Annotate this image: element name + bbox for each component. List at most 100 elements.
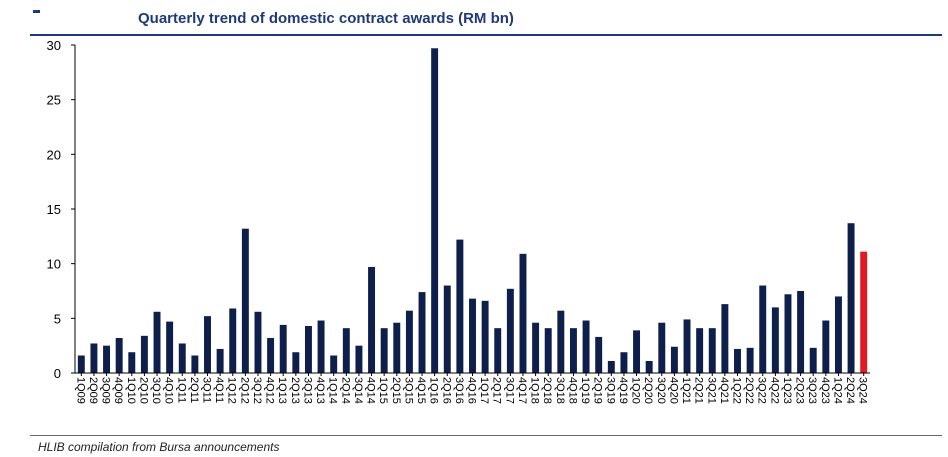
x-tick-label: 4Q14 — [365, 377, 377, 404]
x-tick-label: 1Q19 — [579, 377, 591, 404]
x-tick-label: 2Q09 — [87, 377, 99, 404]
bar-3Q20 — [658, 322, 666, 373]
bar-4Q21 — [721, 304, 729, 373]
x-tick-label: 3Q10 — [150, 377, 162, 404]
y-tick-label: 5 — [54, 311, 61, 326]
bar-1Q22 — [734, 348, 741, 373]
bar-1Q24 — [834, 296, 842, 373]
x-tick-label: 1Q21 — [680, 377, 692, 404]
x-tick-label: 2Q19 — [592, 377, 604, 404]
bar-3Q14 — [355, 345, 363, 373]
x-tick-label: 4Q21 — [718, 377, 730, 404]
bar-4Q15 — [418, 292, 426, 373]
y-tick-label: 25 — [47, 93, 61, 108]
bar-1Q17 — [481, 300, 489, 373]
bar-1Q13 — [279, 324, 287, 373]
bar-4Q18 — [569, 328, 577, 373]
title-divider — [30, 34, 942, 36]
bar-4Q14 — [368, 266, 376, 373]
bar-4Q09 — [115, 338, 123, 373]
bar-3Q24 — [860, 251, 868, 373]
y-tick-label: 30 — [47, 38, 61, 53]
bar-3Q16 — [456, 239, 464, 373]
x-tick-label: 2Q23 — [794, 377, 806, 404]
x-tick-label: 2Q16 — [440, 377, 452, 404]
bar-2Q09 — [90, 343, 98, 373]
x-tick-label: 4Q20 — [667, 377, 679, 404]
x-tick-label: 3Q12 — [251, 377, 263, 404]
bar-2Q15 — [393, 322, 401, 373]
x-tick-label: 3Q24 — [857, 377, 869, 404]
x-tick-label: 2Q21 — [693, 377, 705, 404]
x-tick-label: 2Q12 — [238, 377, 250, 404]
x-tick-label: 1Q22 — [731, 377, 743, 404]
bar-1Q18 — [532, 322, 540, 373]
bar-2Q24 — [847, 223, 855, 373]
chart-title: Quarterly trend of domestic contract awa… — [138, 10, 514, 27]
bar-2Q17 — [494, 328, 502, 373]
x-tick-label: 4Q23 — [819, 377, 831, 404]
bar-2Q23 — [797, 291, 805, 373]
x-tick-label: 4Q09 — [112, 377, 124, 404]
x-tick-label: 1Q23 — [781, 377, 793, 404]
x-tick-label: 1Q20 — [630, 377, 642, 404]
bar-4Q23 — [822, 320, 830, 373]
x-tick-label: 3Q19 — [604, 377, 616, 404]
bar-3Q10 — [153, 311, 161, 373]
x-tick-label: 2Q17 — [491, 377, 503, 404]
y-tick-label: 20 — [47, 147, 61, 162]
x-axis: 1Q09 2Q09 3Q09 4Q09 1Q10 2Q10 3Q10 4Q10 1Q11 2Q11… — [74, 372, 870, 404]
x-tick-label: 1Q17 — [478, 377, 490, 404]
footer-divider — [30, 435, 942, 436]
x-tick-label: 3Q13 — [301, 377, 313, 404]
x-tick-label: 2Q14 — [339, 377, 351, 404]
bar-2Q14 — [342, 328, 350, 373]
bar-1Q23 — [784, 294, 792, 373]
bar-3Q13 — [304, 325, 312, 373]
bar-3Q09 — [103, 345, 111, 373]
x-tick-label: 3Q23 — [806, 377, 818, 404]
bar-3Q17 — [506, 288, 514, 373]
x-tick-label: 2Q24 — [844, 377, 856, 404]
bar-1Q21 — [683, 319, 691, 373]
bar-2Q13 — [292, 352, 300, 373]
bar-1Q19 — [582, 320, 590, 373]
bar-2Q21 — [696, 328, 704, 373]
x-tick-label: 3Q20 — [655, 377, 667, 404]
bar-2Q22 — [746, 347, 754, 373]
bar-2Q19 — [595, 336, 603, 373]
bar-4Q22 — [771, 307, 779, 373]
bar-1Q10 — [128, 352, 136, 373]
x-tick-label: 4Q22 — [768, 377, 780, 404]
x-tick-label: 3Q18 — [554, 377, 566, 404]
x-tick-label: 2Q10 — [137, 377, 149, 404]
bar-4Q11 — [216, 348, 224, 373]
x-tick-label: 3Q17 — [503, 377, 515, 404]
bar-3Q21 — [708, 328, 716, 373]
x-tick-label: 3Q21 — [705, 377, 717, 404]
x-tick-label: 1Q13 — [276, 377, 288, 404]
bar-1Q15 — [380, 328, 388, 373]
bar-4Q20 — [670, 346, 678, 373]
x-tick-label: 1Q12 — [226, 377, 238, 404]
x-tick-label: 1Q16 — [428, 377, 440, 404]
bar-4Q19 — [620, 352, 628, 373]
x-tick-label: 2Q20 — [642, 377, 654, 404]
y-tick-label: 15 — [47, 202, 61, 217]
x-tick-label: 3Q09 — [100, 377, 112, 404]
x-tick-label: 1Q18 — [529, 377, 541, 404]
bar-1Q12 — [229, 308, 237, 373]
bar-3Q18 — [557, 310, 565, 373]
x-tick-label: 3Q14 — [352, 377, 364, 404]
bar-3Q22 — [759, 285, 767, 373]
bar-2Q20 — [645, 360, 653, 373]
bar-4Q13 — [317, 320, 325, 373]
bar-1Q16 — [431, 48, 439, 373]
bar-3Q15 — [405, 310, 413, 373]
bar-1Q09 — [77, 355, 85, 373]
bar-4Q12 — [267, 338, 275, 373]
x-tick-label: 1Q10 — [125, 377, 137, 404]
x-tick-label: 3Q22 — [756, 377, 768, 404]
bar-4Q16 — [469, 298, 476, 373]
